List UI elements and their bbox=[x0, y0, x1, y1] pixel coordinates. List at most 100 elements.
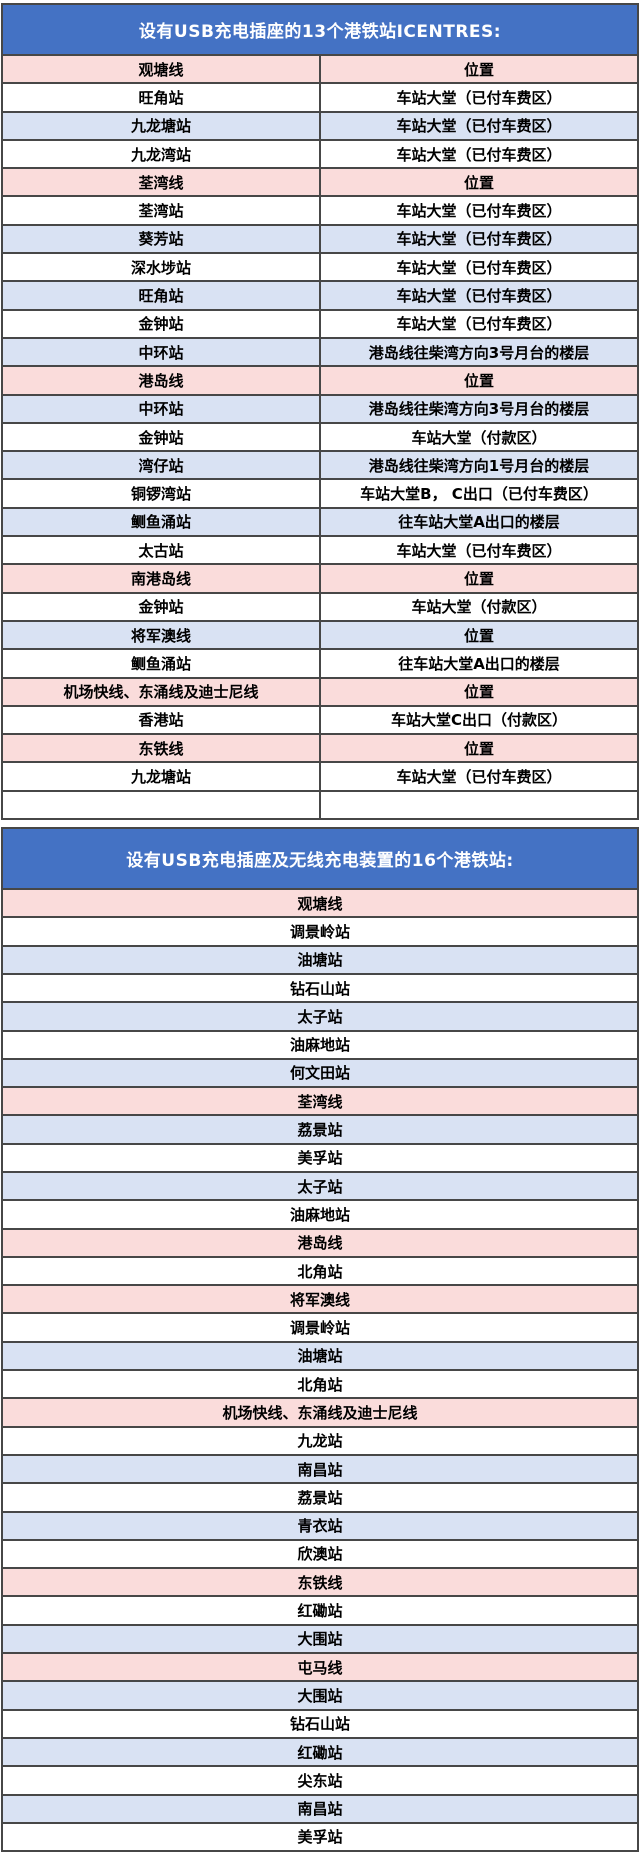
station-name-cell: 红磡站 bbox=[1, 1595, 639, 1626]
line-header-row: 将军澳线 bbox=[1, 1284, 639, 1315]
station-row: 尖东站 bbox=[1, 1765, 639, 1796]
location-header-cell: 位置 bbox=[319, 365, 639, 396]
station-name-cell: 旺角站 bbox=[1, 82, 321, 113]
table-title-row: 设有USB充电插座及无线充电装置的16个港铁站: bbox=[1, 827, 639, 891]
line-name-cell: 观塘线 bbox=[1, 53, 321, 85]
station-name-cell: 美孚站 bbox=[1, 1142, 639, 1173]
usb-socket-stations-table: 设有USB充电插座的13个港铁站ICENTRES: 观塘线 位置 旺角站 车站大堂（已… bbox=[1, 3, 639, 821]
location-cell: 车站大堂B， C出口（已付车费区） bbox=[319, 478, 639, 509]
station-name-cell: 红磡站 bbox=[1, 1736, 639, 1768]
location-header-cell: 位置 bbox=[319, 733, 639, 764]
station-name-cell: 南昌站 bbox=[1, 1793, 639, 1824]
location-cell: 港岛线往柴湾方向3号月台的楼层 bbox=[319, 393, 639, 424]
line-name-cell: 将军澳线 bbox=[1, 1284, 639, 1315]
station-name-cell: 青衣站 bbox=[1, 1510, 639, 1541]
line-header-row: 港岛线 位置 bbox=[1, 365, 639, 396]
station-name-cell: 九龙湾站 bbox=[1, 138, 321, 170]
table-title-row: 设有USB充电插座的13个港铁站ICENTRES: bbox=[1, 3, 639, 56]
line-header-row: 观塘线 bbox=[1, 888, 639, 919]
location-header-cell: 位置 bbox=[319, 619, 639, 651]
station-name-cell: 油塘站 bbox=[1, 1340, 639, 1372]
station-row: 九龙塘站 车站大堂（已付车费区） bbox=[1, 761, 639, 792]
station-row: 何文田站 bbox=[1, 1057, 639, 1089]
station-row: 荔景站 bbox=[1, 1482, 639, 1513]
location-header-cell: 位置 bbox=[319, 167, 639, 198]
station-name-cell: 钻石山站 bbox=[1, 1708, 639, 1739]
station-name-cell: 钻石山站 bbox=[1, 972, 639, 1004]
station-name-cell: 鲗鱼涌站 bbox=[1, 648, 321, 679]
station-name-cell: 调景岭站 bbox=[1, 1312, 639, 1343]
station-row: 九龙湾站 车站大堂（已付车费区） bbox=[1, 138, 639, 170]
usb-wireless-table-body: 观塘线 调景岭站 油塘站 钻石山站 太子站 油麻地站 何文田站 荃湾线 荔景站 美孚站 太子站 油麻地… bbox=[1, 888, 639, 1853]
line-header-row: 荃湾线 位置 bbox=[1, 167, 639, 198]
location-cell: 港岛线往柴湾方向3号月台的楼层 bbox=[319, 336, 639, 368]
station-row: 油塘站 bbox=[1, 1340, 639, 1372]
line-name-cell: 观塘线 bbox=[1, 888, 639, 919]
station-row: 油麻地站 bbox=[1, 1199, 639, 1230]
line-name-cell: 机场快线、东涌线及迪士尼线 bbox=[1, 676, 321, 707]
station-name-cell: 九龙站 bbox=[1, 1425, 639, 1456]
station-name-cell: 香港站 bbox=[1, 704, 321, 736]
station-row: 大围站 bbox=[1, 1623, 639, 1655]
station-row: 油麻地站 bbox=[1, 1029, 639, 1060]
station-row: 调景岭站 bbox=[1, 916, 639, 947]
line-header-row: 屯马线 bbox=[1, 1652, 639, 1683]
station-row: 欣澳站 bbox=[1, 1538, 639, 1570]
station-row: 铜锣湾站 车站大堂B， C出口（已付车费区） bbox=[1, 478, 639, 509]
station-name-cell: 油麻地站 bbox=[1, 1029, 639, 1060]
station-name-cell: 油麻地站 bbox=[1, 1199, 639, 1230]
station-row: 旺角站 车站大堂（已付车费区） bbox=[1, 82, 639, 113]
station-name-cell: 九龙塘站 bbox=[1, 761, 321, 792]
station-row: 旺角站 车站大堂（已付车费区） bbox=[1, 280, 639, 311]
station-name-cell: 调景岭站 bbox=[1, 916, 639, 947]
usb-wireless-stations-table: 设有USB充电插座及无线充电装置的16个港铁站: 观塘线 调景岭站 油塘站 钻石山站太… bbox=[1, 827, 639, 1853]
station-row: 美孚站 bbox=[1, 1821, 639, 1853]
location-cell: 往车站大堂A出口的楼层 bbox=[319, 648, 639, 679]
station-row: 油塘站 bbox=[1, 944, 639, 975]
station-name-cell: 金钟站 bbox=[1, 421, 321, 453]
location-cell: 车站大堂C出口（付款区） bbox=[319, 704, 639, 736]
station-name-cell: 中环站 bbox=[1, 393, 321, 424]
station-name-cell: 铜锣湾站 bbox=[1, 478, 321, 509]
station-name-cell: 大围站 bbox=[1, 1623, 639, 1655]
station-name-cell: 南昌站 bbox=[1, 1453, 639, 1485]
line-name-cell: 港岛线 bbox=[1, 365, 321, 396]
station-name-cell: 北角站 bbox=[1, 1369, 639, 1400]
line-header-row: 机场快线、东涌线及迪士尼线 bbox=[1, 1397, 639, 1428]
station-name-cell: 太古站 bbox=[1, 535, 321, 566]
station-name-cell: 湾仔站 bbox=[1, 450, 321, 481]
station-name-cell: 中环站 bbox=[1, 336, 321, 368]
station-row: 中环站 港岛线往柴湾方向3号月台的楼层 bbox=[1, 393, 639, 424]
station-row: 湾仔站 港岛线往柴湾方向1号月台的楼层 bbox=[1, 450, 639, 481]
location-cell: 车站大堂（付款区） bbox=[319, 421, 639, 453]
station-row: 青衣站 bbox=[1, 1510, 639, 1541]
location-cell: 车站大堂（付款区） bbox=[319, 591, 639, 622]
station-row: 九龙站 bbox=[1, 1425, 639, 1456]
location-cell: 车站大堂（已付车费区） bbox=[319, 308, 639, 339]
station-row: 九龙塘站 车站大堂（已付车费区） bbox=[1, 110, 639, 141]
station-name-cell: 尖东站 bbox=[1, 1765, 639, 1796]
station-row: 南昌站 bbox=[1, 1453, 639, 1485]
station-row: 南昌站 bbox=[1, 1793, 639, 1824]
station-name-cell: 荔景站 bbox=[1, 1114, 639, 1145]
usb-socket-stations-table-head: 设有USB充电插座的13个港铁站ICENTRES: bbox=[1, 3, 639, 56]
station-row: 金钟站 车站大堂（付款区） bbox=[1, 421, 639, 453]
station-name-cell: 深水埗站 bbox=[1, 252, 321, 283]
usb-socket-table-title: 设有USB充电插座的13个港铁站ICENTRES: bbox=[1, 3, 639, 56]
station-row: 金钟站 车站大堂（付款区） bbox=[1, 591, 639, 622]
line-name-cell: 东铁线 bbox=[1, 1567, 639, 1598]
station-row: 香港站 车站大堂C出口（付款区） bbox=[1, 704, 639, 736]
station-row: 大围站 bbox=[1, 1680, 639, 1711]
line-name-cell: 荃湾线 bbox=[1, 1086, 639, 1117]
station-row: 荃湾站 车站大堂（已付车费区） bbox=[1, 195, 639, 226]
line-header-row: 南港岛线 位置 bbox=[1, 563, 639, 594]
line-header-row: 东铁线 位置 bbox=[1, 733, 639, 764]
location-cell: 车站大堂（已付车费区） bbox=[319, 138, 639, 170]
line-name-cell: 荃湾线 bbox=[1, 167, 321, 198]
station-name-cell: 金钟站 bbox=[1, 308, 321, 339]
location-header-cell: 位置 bbox=[319, 53, 639, 85]
line-header-row: 观塘线 位置 bbox=[1, 53, 639, 85]
location-cell: 车站大堂（已付车费区） bbox=[319, 110, 639, 141]
station-name-cell: 北角站 bbox=[1, 1255, 639, 1287]
